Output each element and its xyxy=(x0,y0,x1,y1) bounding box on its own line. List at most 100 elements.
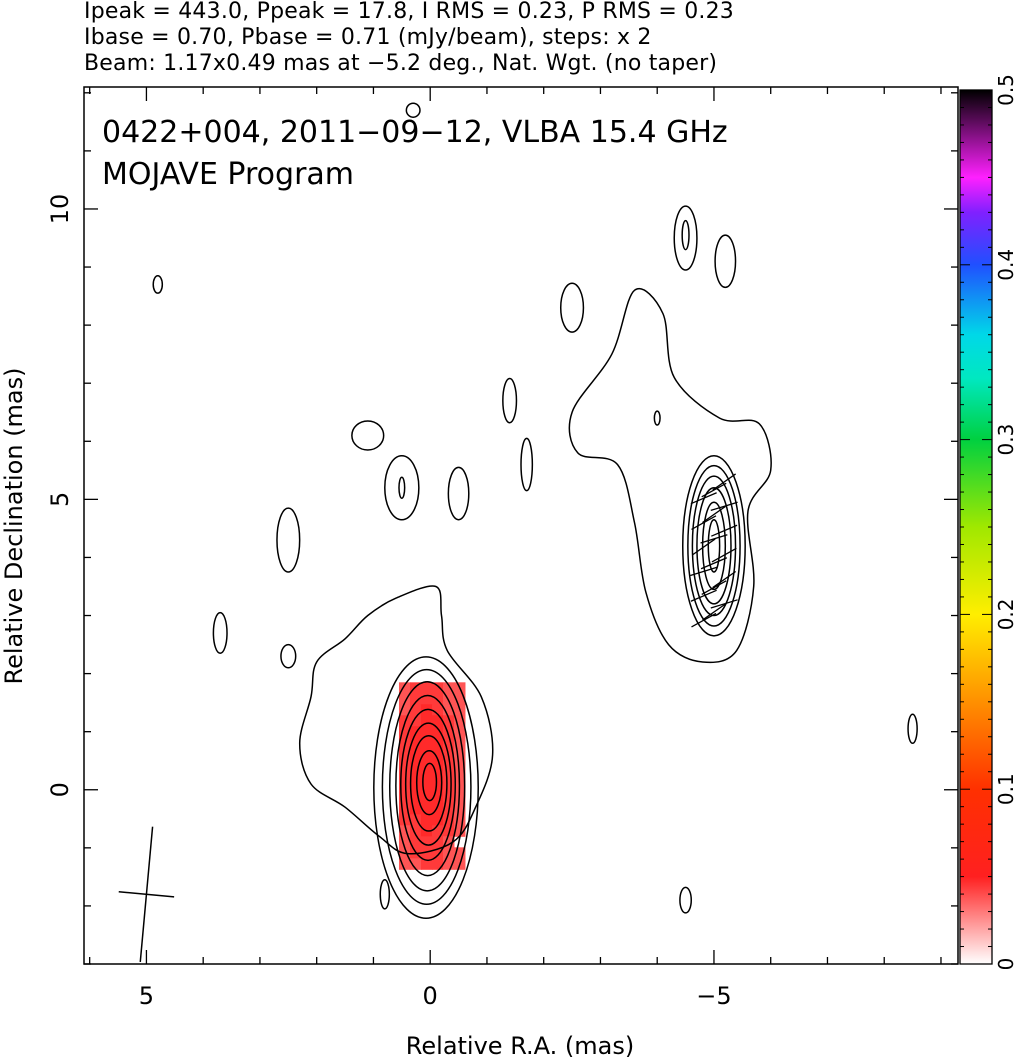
contour-island xyxy=(520,437,534,492)
contour-island xyxy=(447,466,470,521)
contour-island xyxy=(714,234,737,289)
core-contour xyxy=(404,722,452,846)
core-envelope-contour xyxy=(298,585,494,855)
pol-cell xyxy=(453,759,466,771)
x-tick-label: −5 xyxy=(696,982,731,1010)
map-title: 0422+004, 2011−09−12, VLBA 15.4 GHz xyxy=(102,115,728,150)
pol-cell xyxy=(398,803,411,815)
pol-cell xyxy=(431,715,444,727)
evpa-vector xyxy=(702,603,726,621)
pol-cell xyxy=(442,825,455,837)
contour-island xyxy=(405,102,421,118)
pol-cell xyxy=(409,825,422,837)
pol-cell xyxy=(442,858,455,870)
pol-cell xyxy=(431,748,444,760)
pol-cell xyxy=(398,836,411,848)
pol-cell xyxy=(431,781,444,793)
pol-cell xyxy=(420,770,433,782)
pol-cell xyxy=(409,781,422,793)
pol-cell xyxy=(409,814,422,826)
evpa-vector xyxy=(702,505,726,524)
pol-cell xyxy=(442,759,455,771)
evpa-vector xyxy=(691,612,717,628)
contour-island xyxy=(679,886,693,914)
pol-cell xyxy=(420,781,433,793)
pol-cell xyxy=(409,704,422,716)
contour-island xyxy=(681,219,690,251)
pol-cell xyxy=(420,814,433,826)
colorbar-tick-label: 0.4 xyxy=(994,249,1018,281)
pol-cell xyxy=(409,792,422,804)
contour-island xyxy=(379,879,391,910)
pol-cell xyxy=(420,693,433,705)
pol-cell xyxy=(398,825,411,837)
pol-cell xyxy=(398,759,411,771)
core-contour xyxy=(381,668,472,905)
evpa-vector xyxy=(711,524,738,537)
colorbar-tick-label: 0.1 xyxy=(994,773,1018,805)
header-stats-line: Ipeak = 443.0, Ppeak = 17.8, I RMS = 0.2… xyxy=(84,0,734,24)
plot-frame xyxy=(83,86,959,965)
evpa-vector xyxy=(690,589,717,602)
pol-cell xyxy=(431,858,444,870)
pol-cell xyxy=(442,704,455,716)
pol-cell xyxy=(431,704,444,716)
pol-cell xyxy=(398,792,411,804)
pol-cell xyxy=(409,737,422,749)
pol-cell xyxy=(398,704,411,716)
evpa-vector xyxy=(710,599,738,609)
jet-component-contour xyxy=(681,455,746,637)
pol-cell xyxy=(431,759,444,771)
core-contour xyxy=(388,680,466,892)
pol-cell xyxy=(398,770,411,782)
contour-island xyxy=(212,611,228,655)
evpa-vector xyxy=(711,547,737,563)
pol-cell xyxy=(442,814,455,826)
jet-component-contour xyxy=(691,475,737,617)
pol-cell xyxy=(409,770,422,782)
pol-cell xyxy=(409,803,422,815)
header-beam-line: Beam: 1.17x0.49 mas at −5.2 deg., Nat. W… xyxy=(84,51,718,76)
pol-cell xyxy=(453,748,466,760)
y-tick-label: 0 xyxy=(46,782,74,797)
colorbar-tick-label: 0.2 xyxy=(994,598,1018,630)
evpa-vector xyxy=(690,492,717,505)
axis-ticks xyxy=(84,87,958,965)
evpa-vector xyxy=(700,557,728,570)
pol-cell xyxy=(398,748,411,760)
pol-cell xyxy=(442,737,455,749)
pol-cell xyxy=(420,737,433,749)
pol-cell xyxy=(442,792,455,804)
evpa-vector xyxy=(701,482,727,498)
evpa-vector xyxy=(691,538,716,556)
pol-cell xyxy=(453,825,466,837)
core-contour xyxy=(422,762,438,802)
pol-cell xyxy=(409,715,422,727)
x-tick-label: 0 xyxy=(423,982,438,1010)
pol-cell xyxy=(453,715,466,727)
pol-cell xyxy=(442,715,455,727)
pol-cell xyxy=(431,803,444,815)
pol-cell xyxy=(409,759,422,771)
colorbar-tick-label: 0.3 xyxy=(994,424,1018,456)
jet-component-contour xyxy=(696,486,732,605)
pol-cell xyxy=(420,715,433,727)
beam-minor-axis xyxy=(118,891,175,898)
total-intensity-contours xyxy=(152,102,918,920)
pol-cell xyxy=(442,781,455,793)
header-base-line: Ibase = 0.70, Pbase = 0.71 (mJy/beam), s… xyxy=(84,25,652,50)
contour-island xyxy=(502,377,518,424)
evpa-vector xyxy=(691,515,717,530)
pol-cell xyxy=(409,748,422,760)
contour-island xyxy=(673,205,698,271)
evpa-vector xyxy=(690,566,718,577)
contour-island xyxy=(280,643,297,669)
core-contour xyxy=(395,694,461,877)
y-tick-labels: 0 5 10 xyxy=(46,194,74,798)
pol-cell xyxy=(442,770,455,782)
pol-cell xyxy=(398,814,411,826)
pol-cell xyxy=(453,693,466,705)
pol-cell xyxy=(431,770,444,782)
colorbar-tick-labels: 0 0.1 0.2 0.3 0.4 0.5 xyxy=(994,74,1018,970)
